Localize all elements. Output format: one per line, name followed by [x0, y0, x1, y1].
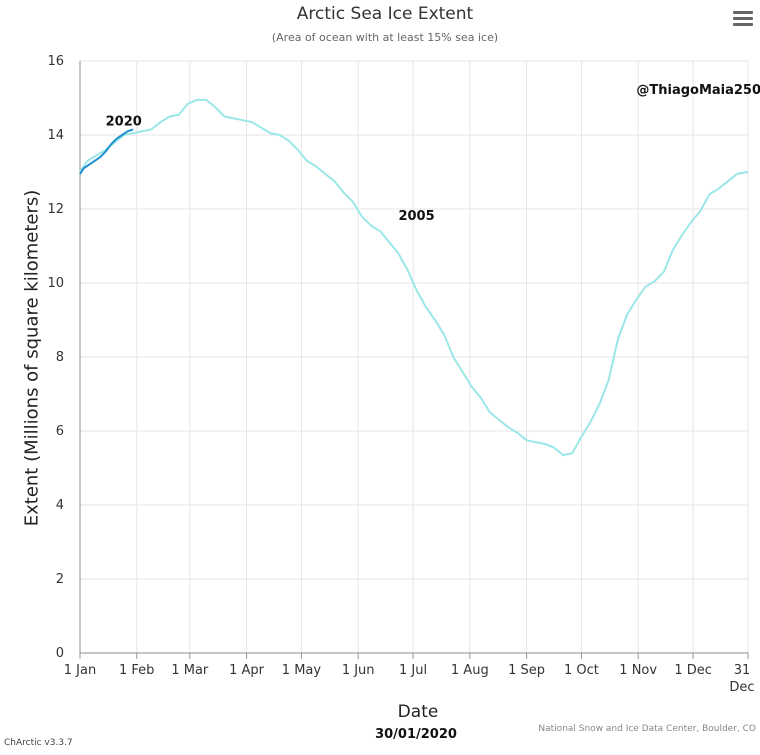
y-tick-label: 8	[56, 350, 64, 365]
annotation-label: 2020	[106, 114, 142, 129]
y-tick-label: 0	[56, 646, 64, 661]
x-tick-label: 1 Aug	[451, 663, 489, 678]
menu-bar	[733, 11, 753, 14]
x-tick-label: 1 Sep	[508, 663, 545, 678]
gridlines	[79, 60, 749, 654]
y-tick-label: 10	[47, 276, 64, 291]
annotation-label: @ThiagoMaia2503	[636, 83, 760, 98]
y-tick-label: 6	[56, 424, 64, 439]
series-line-2020	[79, 128, 134, 175]
x-tick-label: 1 Dec	[674, 663, 712, 678]
y-tick-label: 4	[56, 498, 64, 513]
credit-text[interactable]: National Snow and Ice Data Center, Bould…	[538, 724, 756, 734]
menu-bar	[733, 23, 753, 26]
chart-subtitle: (Area of ocean with at least 15% sea ice…	[271, 31, 499, 44]
annotations: 2020 2005 @ThiagoMaia2503	[106, 83, 760, 224]
date-label: 30/01/2020	[375, 727, 457, 742]
x-axis-label: Date	[397, 702, 439, 722]
y-axis-label: Extent (Millions of square kilometers)	[21, 189, 43, 527]
x-tick-label: 1 Mar	[171, 663, 209, 678]
x-tick-label: 1 Jun	[342, 663, 375, 678]
version-text: ChArctic v3.3.7	[4, 738, 73, 748]
series-line-2005	[79, 98, 749, 457]
x-tick-label: 1 May	[282, 663, 322, 678]
y-tick-label: 14	[47, 128, 64, 143]
chart-title: Arctic Sea Ice Extent	[296, 4, 474, 24]
x-tick-label: 1 Nov	[619, 663, 657, 678]
x-tick-label: 31 Dec	[729, 663, 754, 695]
x-tick-label: 1 Feb	[119, 663, 154, 678]
tick-labels: 0 2 4 6 8 10 12 14 16 1 Jan 1 Feb 1 Mar 1 Apr 1 May 1 …	[47, 54, 754, 695]
x-tick-label: 1 Apr	[229, 663, 265, 678]
y-tick-label: 12	[47, 202, 64, 217]
hamburger-menu-icon[interactable]	[733, 11, 753, 27]
menu-bar	[733, 17, 753, 20]
x-tick-label: 1 Jan	[64, 663, 96, 678]
y-tick-label: 2	[56, 572, 64, 587]
series-lines	[79, 98, 749, 457]
annotation-label: 2005	[398, 209, 434, 224]
axes	[79, 61, 749, 659]
x-tick-label: 1 Jul	[399, 663, 427, 678]
x-tick-label: 1 Oct	[564, 663, 599, 678]
y-tick-label: 16	[47, 54, 64, 69]
